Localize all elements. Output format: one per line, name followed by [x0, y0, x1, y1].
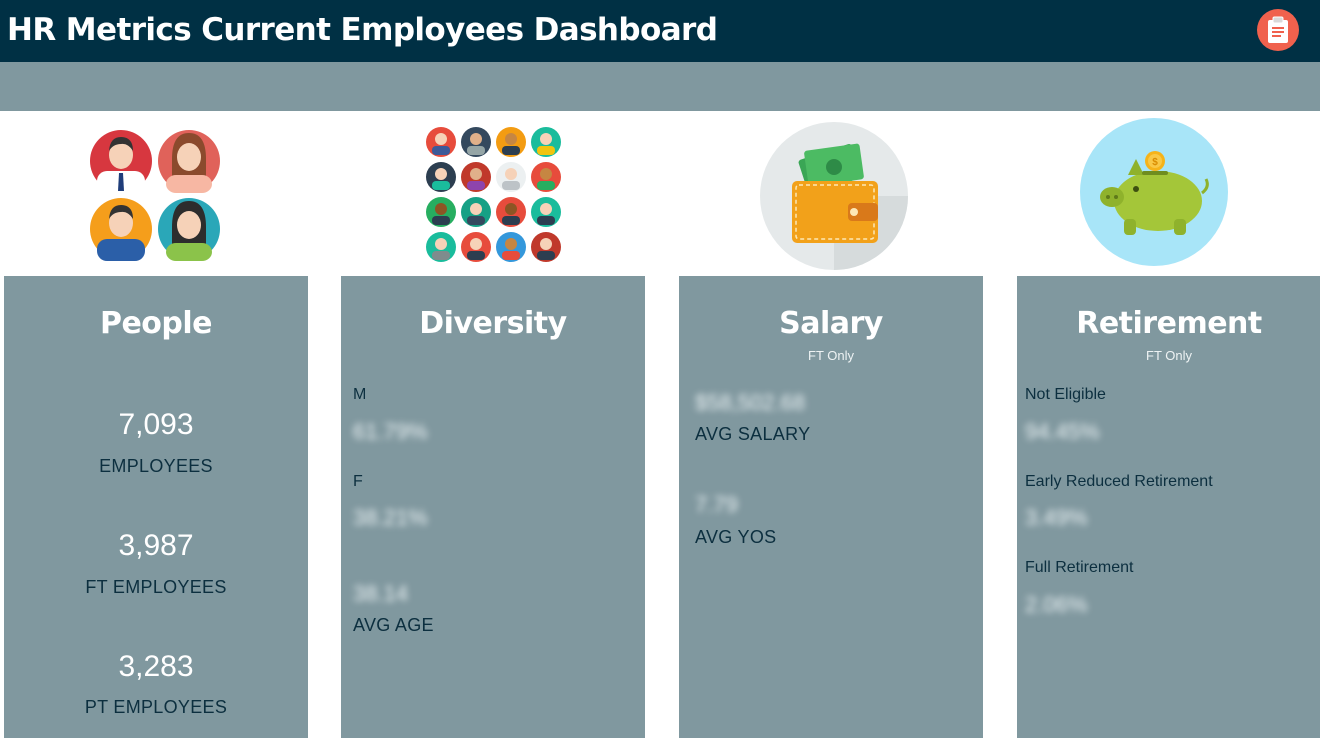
people-card: People 7,093 EMPLOYEES 3,987 FT EMPLOYEE… — [4, 276, 308, 738]
retirement-subtitle: FT Only — [1017, 348, 1320, 363]
female-label: F — [353, 473, 363, 491]
female-percent-value: 38.21% — [353, 505, 428, 531]
people-avatars-icon — [80, 111, 230, 276]
male-label: M — [353, 386, 366, 404]
not-eligible-label: Not Eligible — [1025, 386, 1106, 404]
salary-subtitle: FT Only — [679, 348, 983, 363]
ft-employees-value: 3,987 — [4, 529, 308, 563]
pt-employees-label: PT EMPLOYEES — [4, 697, 308, 718]
early-reduced-value: 3.49% — [1025, 505, 1087, 531]
avg-yos-label: AVG YOS — [695, 527, 776, 548]
wallet-icon — [758, 111, 910, 276]
filter-bar — [0, 62, 1320, 111]
avg-salary-value: $58,502.68 — [695, 390, 805, 416]
diversity-title: Diversity — [341, 306, 645, 341]
retirement-title: Retirement — [1017, 306, 1320, 341]
avg-age-value: 38.14 — [353, 581, 408, 607]
full-retirement-value: 2.06% — [1025, 592, 1087, 618]
not-eligible-value: 94.45% — [1025, 419, 1100, 445]
diverse-avatars-icon — [420, 111, 570, 276]
diversity-card: Diversity M 61.79% F 38.21% 38.14 AVG AG… — [341, 276, 645, 738]
ft-employees-label: FT EMPLOYEES — [4, 577, 308, 598]
full-retirement-label: Full Retirement — [1025, 559, 1133, 577]
pt-employees-value: 3,283 — [4, 650, 308, 684]
employees-value: 7,093 — [4, 408, 308, 442]
employees-label: EMPLOYEES — [4, 456, 308, 477]
salary-title: Salary — [679, 306, 983, 341]
retirement-card: Retirement FT Only Not Eligible 94.45% E… — [1017, 276, 1320, 738]
salary-card: Salary FT Only $58,502.68 AVG SALARY 7.7… — [679, 276, 983, 738]
avg-yos-value: 7.79 — [695, 492, 738, 518]
early-reduced-label: Early Reduced Retirement — [1025, 473, 1213, 491]
avg-age-label: AVG AGE — [353, 615, 434, 636]
clipboard-icon — [1266, 16, 1290, 44]
header-bar: HR Metrics Current Employees Dashboard — [0, 0, 1320, 62]
svg-text:$: $ — [1152, 157, 1158, 168]
piggy-bank-icon: $ — [1078, 111, 1230, 276]
report-button[interactable] — [1257, 9, 1299, 51]
male-percent-value: 61.79% — [353, 419, 428, 445]
avg-salary-label: AVG SALARY — [695, 424, 810, 445]
page-title: HR Metrics Current Employees Dashboard — [7, 12, 717, 48]
people-title: People — [4, 306, 308, 341]
